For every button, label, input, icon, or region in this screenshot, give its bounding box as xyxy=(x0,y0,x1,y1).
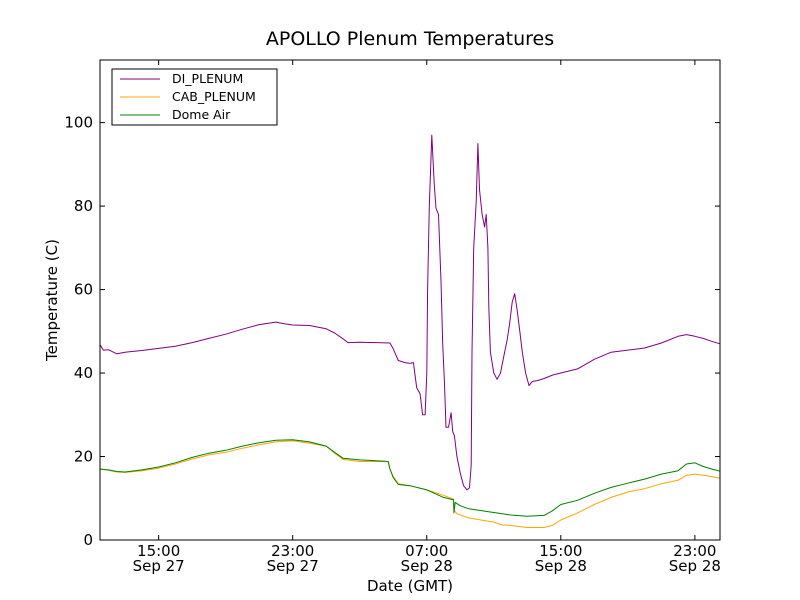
x-axis-label: Date (GMT) xyxy=(367,577,453,595)
plot-frame xyxy=(99,59,721,541)
x-tick-label-date: Sep 28 xyxy=(401,557,453,575)
legend-label-cab-plenum: CAB_PLENUM xyxy=(172,89,256,104)
series-line-dome-air xyxy=(99,439,721,517)
legend-label-di-plenum: DI_PLENUM xyxy=(172,71,243,86)
x-tick-label-date: Sep 27 xyxy=(133,557,185,575)
y-tick-label: 100 xyxy=(64,114,93,132)
y-tick-label: 20 xyxy=(74,448,93,466)
x-tick-label-date: Sep 28 xyxy=(669,557,721,575)
series-layer xyxy=(99,134,721,528)
y-tick-label: 80 xyxy=(74,197,93,215)
y-tick-label: 0 xyxy=(83,531,93,549)
x-tick-label-time: 23:00 xyxy=(271,542,314,560)
legend: DI_PLENUM CAB_PLENUM Dome Air xyxy=(111,68,278,126)
plot-background xyxy=(100,60,720,540)
chart-title: APOLLO Plenum Temperatures xyxy=(266,28,554,50)
x-tick-label-time: 15:00 xyxy=(137,542,180,560)
y-axis-label: Temperature (C) xyxy=(43,239,61,362)
x-tick-label-date: Sep 27 xyxy=(267,557,319,575)
x-tick-label-time: 23:00 xyxy=(673,542,716,560)
x-tick-label-date: Sep 28 xyxy=(535,557,587,575)
y-tick-label: 60 xyxy=(74,281,93,299)
series-line-di-plenum xyxy=(99,134,721,491)
legend-label-dome-air: Dome Air xyxy=(172,107,231,122)
x-tick-label-time: 07:00 xyxy=(405,542,448,560)
x-tick-label-time: 15:00 xyxy=(539,542,582,560)
y-tick-label: 40 xyxy=(74,364,93,382)
